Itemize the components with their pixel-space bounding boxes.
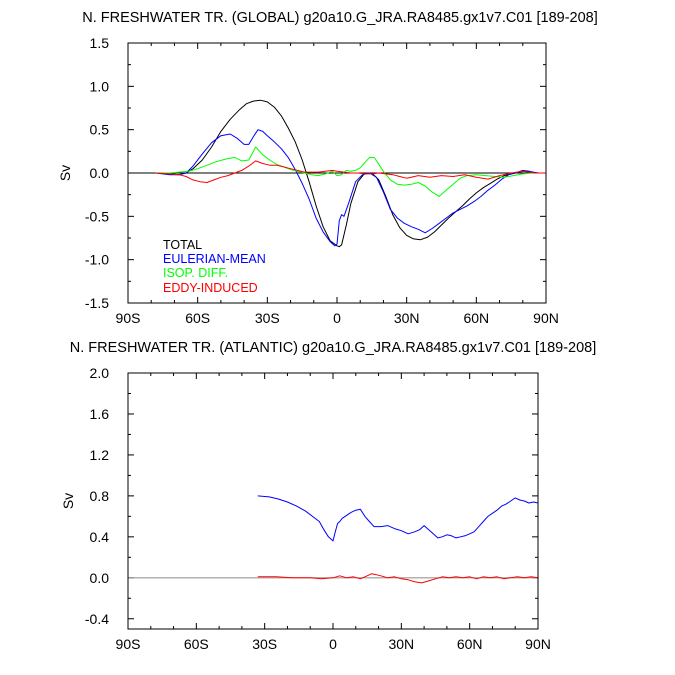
x-tick-label: 60N (463, 310, 489, 326)
global-plot-frame (127, 42, 547, 304)
y-tick-label: 1.2 (90, 447, 110, 463)
x-tick-label: 0 (329, 636, 337, 652)
series-line-eddy-induced (155, 160, 546, 183)
x-tick-label: 60S (185, 310, 210, 326)
y-tick-label: -0.5 (85, 208, 109, 224)
x-tick-label: 30S (255, 310, 280, 326)
series-line-isop-diff (155, 146, 546, 197)
x-tick-label: 30S (252, 636, 277, 652)
x-tick-label: 30N (388, 636, 414, 652)
atlantic-plot-frame (127, 372, 539, 630)
global-series (155, 99, 546, 248)
x-tick-label: 0 (333, 310, 341, 326)
global-legend: TOTAL EULERIAN-MEAN ISOP. DIFF. EDDY-IND… (163, 238, 266, 295)
x-tick-label: 90S (116, 636, 141, 652)
atlantic-panel-title: N. FRESHWATER TR. (ATLANTIC) g20a10.G_JR… (70, 340, 597, 356)
series-line-total (155, 99, 546, 248)
legend-entry-isop-diff: ISOP. DIFF. (163, 266, 228, 280)
global-transport-panel: N. FRESHWATER TR. (GLOBAL) g20a10.G_JRA.… (57, 10, 598, 326)
y-tick-label: 0.0 (90, 165, 110, 181)
series-line-eulerian-mean (257, 495, 539, 542)
global-y-axis-label: Sv (57, 165, 73, 181)
atlantic-transport-panel: N. FRESHWATER TR. (ATLANTIC) g20a10.G_JR… (60, 340, 596, 652)
y-tick-label: 0.8 (90, 488, 110, 504)
x-tick-label: 30N (394, 310, 420, 326)
atlantic-ticks: 90S 60S 30S 0 30N 60N 90N -0.4 0.0 0.4 0.8 1.2 1.6 2.… (85, 365, 551, 652)
x-tick-label: 90S (116, 310, 141, 326)
x-tick-label: 60S (184, 636, 209, 652)
series-line-eddy-induced (257, 573, 539, 584)
atlantic-y-axis-label: Sv (60, 493, 76, 509)
y-tick-label: 1.0 (90, 78, 110, 94)
global-ticks: 90S 60S 30S 0 30N 60N 90N -1.5 -1.0 -0.5 0.0 0.5 1.0… (85, 35, 559, 326)
y-tick-label: 1.6 (90, 406, 110, 422)
legend-entry-eddy-induced: EDDY-INDUCED (163, 281, 258, 295)
series-line-eulerian-mean (155, 129, 546, 247)
x-tick-label: 90N (533, 310, 559, 326)
y-tick-label: -1.0 (85, 252, 109, 268)
y-tick-label: 0.5 (90, 122, 110, 138)
y-tick-label: 1.5 (90, 35, 110, 51)
legend-entry-eulerian-mean: EULERIAN-MEAN (163, 252, 266, 266)
y-tick-label: -1.5 (85, 295, 109, 311)
global-panel-title: N. FRESHWATER TR. (GLOBAL) g20a10.G_JRA.… (82, 10, 598, 26)
x-tick-label: 90N (525, 636, 551, 652)
y-tick-label: -0.4 (85, 611, 109, 627)
y-tick-label: 0.0 (90, 570, 110, 586)
legend-entry-total: TOTAL (163, 238, 202, 252)
y-tick-label: 0.4 (90, 529, 110, 545)
atlantic-series (257, 495, 539, 584)
y-tick-label: 2.0 (90, 365, 110, 381)
x-tick-label: 60N (457, 636, 483, 652)
